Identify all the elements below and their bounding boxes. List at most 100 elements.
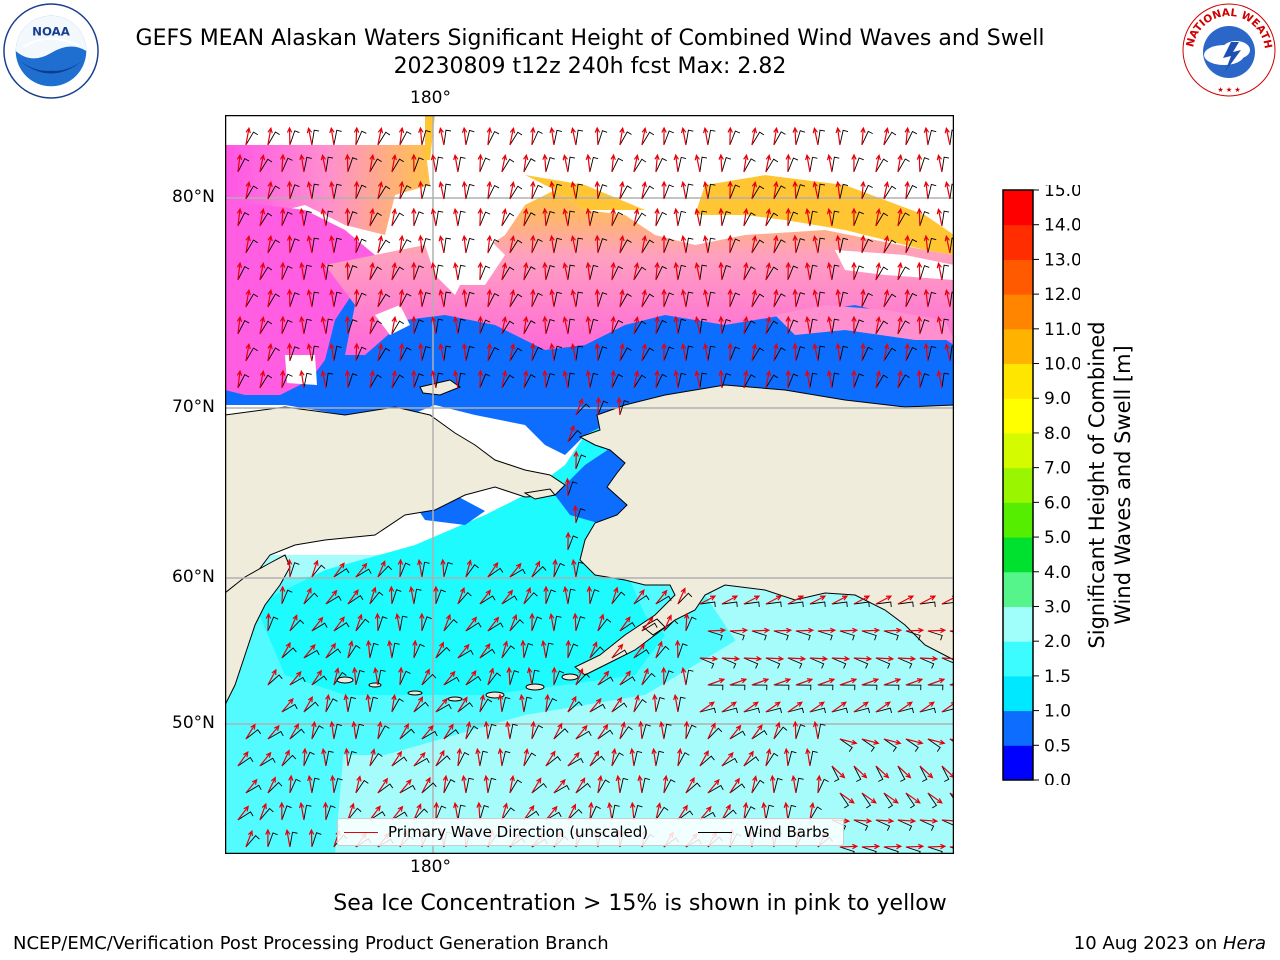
- wave-arrow: [769, 774, 776, 794]
- wave-arrow: [936, 369, 943, 389]
- wind-barb: [333, 671, 347, 686]
- wave-arrow: [595, 396, 602, 416]
- wind-barb: [897, 765, 906, 782]
- wind-barb: [457, 804, 466, 821]
- wave-arrow: [573, 450, 579, 470]
- wave-arrow: [743, 207, 749, 227]
- wind-barb: [523, 696, 532, 713]
- wave-arrow: [567, 695, 577, 713]
- wind-barb: [567, 210, 576, 227]
- wind-barb: [413, 643, 425, 659]
- wind-barb: [707, 237, 716, 254]
- wave-arrow: [453, 261, 459, 281]
- wind-barb: [619, 239, 632, 254]
- wind-barb: [465, 129, 475, 146]
- map-legend: Primary Wave Direction (unscaled) Wind B…: [337, 818, 844, 846]
- wave-arrow: [377, 181, 384, 200]
- wind-barb: [553, 183, 562, 200]
- wave-arrow: [344, 369, 351, 389]
- wind-barb: [501, 320, 515, 335]
- wind-barb: [817, 237, 826, 254]
- wave-arrow: [443, 723, 454, 740]
- colorbar-tick-label: 9.0: [1044, 389, 1071, 409]
- wave-arrow: [391, 261, 397, 281]
- wind-barb: [927, 684, 944, 691]
- colorbar-tick-label: 3.0: [1044, 597, 1071, 617]
- wind-barb: [633, 266, 647, 281]
- wave-arrow: [851, 261, 857, 281]
- lat-label-70n: 70°N: [172, 397, 215, 417]
- wave-arrow: [633, 370, 640, 389]
- wave-arrow: [860, 288, 866, 308]
- wind-barb: [611, 804, 620, 821]
- wave-arrow: [619, 288, 625, 308]
- wind-barb: [707, 183, 716, 200]
- wind-barb: [311, 129, 320, 146]
- wind-barb: [765, 158, 779, 173]
- wind-barb: [259, 266, 273, 281]
- colorbar-swatch: [1003, 294, 1033, 330]
- wave-arrow: [615, 774, 622, 794]
- wind-barb: [281, 647, 297, 659]
- wind-barb: [413, 265, 424, 281]
- wave-arrow: [565, 531, 571, 551]
- wind-barb: [949, 291, 954, 308]
- wave-arrow: [299, 315, 305, 335]
- wind-barb: [479, 595, 496, 605]
- colorbar-tick-label: 0.5: [1044, 736, 1071, 756]
- wave-arrow: [676, 747, 683, 767]
- wind-barb: [465, 345, 475, 362]
- colorbar-swatch: [1003, 571, 1033, 607]
- wind-barb: [523, 752, 537, 767]
- wave-arrow: [438, 127, 445, 146]
- wave-arrow: [751, 126, 758, 146]
- wind-barb: [465, 675, 482, 686]
- wind-barb: [501, 374, 515, 389]
- wave-arrow: [633, 316, 640, 335]
- wave-arrow: [589, 641, 598, 659]
- wind-barb: [531, 616, 543, 632]
- wind-barb: [699, 755, 715, 767]
- wind-barb: [795, 130, 806, 146]
- wind-barb: [303, 592, 319, 605]
- wind-barb: [237, 756, 254, 767]
- wave-arrow: [875, 261, 881, 281]
- wind-barb: [729, 292, 741, 308]
- wind-barb: [281, 805, 292, 821]
- wave-arrow: [369, 586, 377, 605]
- wave-arrow: [320, 153, 327, 173]
- wind-barb: [267, 347, 280, 362]
- wave-arrow: [369, 805, 381, 821]
- wind-barb: [677, 696, 686, 713]
- wind-barb: [611, 319, 624, 335]
- wave-arrow: [299, 801, 305, 821]
- wave-arrow: [570, 180, 577, 200]
- wave-arrow: [440, 558, 446, 578]
- wind-barb: [839, 846, 855, 854]
- wind-barb: [399, 784, 416, 794]
- wind-barb: [509, 568, 526, 578]
- wind-barb: [553, 615, 562, 632]
- wave-arrow: [619, 342, 625, 362]
- wind-barb: [699, 318, 708, 335]
- wind-barb: [597, 292, 608, 308]
- wave-arrow: [267, 180, 273, 200]
- wave-arrow: [883, 343, 890, 362]
- wave-arrow: [677, 587, 686, 605]
- wave-arrow: [661, 126, 667, 146]
- wave-arrow: [501, 207, 508, 227]
- wind-barb: [399, 347, 412, 362]
- wind-barb: [237, 158, 250, 173]
- wind-barb: [435, 703, 452, 713]
- wind-barb: [479, 698, 493, 713]
- wave-arrow: [351, 720, 357, 740]
- wave-arrow: [718, 207, 724, 227]
- wind-barb: [553, 345, 562, 362]
- wind-barb: [479, 319, 491, 335]
- wind-barb: [721, 157, 732, 173]
- wave-arrow: [883, 289, 890, 308]
- wind-barb: [927, 129, 937, 146]
- wind-barb: [355, 779, 369, 794]
- wind-barb: [391, 756, 408, 767]
- colorbar-tick-label: 13.0: [1044, 250, 1080, 270]
